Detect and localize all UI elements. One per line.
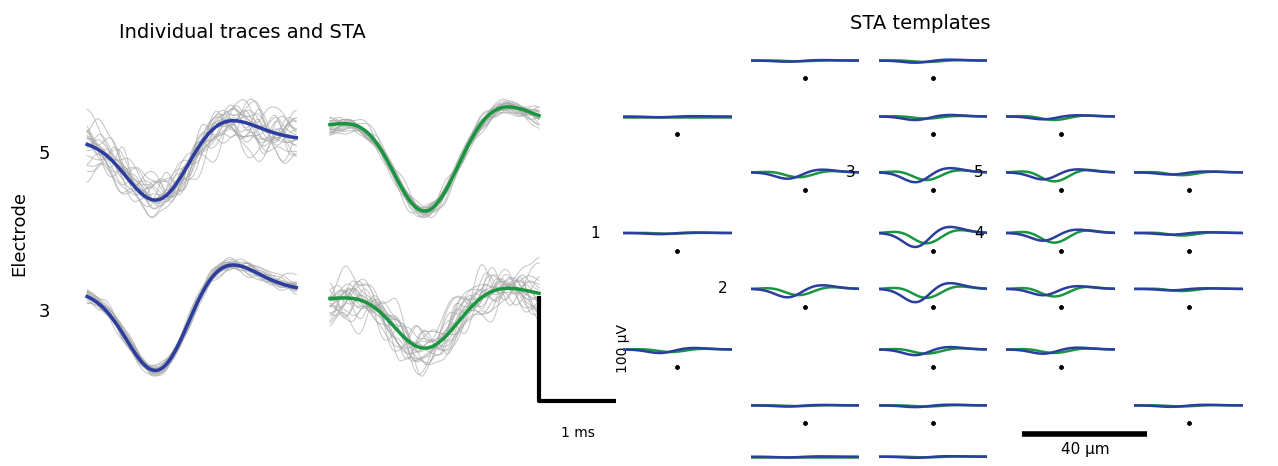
Text: Electrode: Electrode	[10, 191, 28, 275]
Text: STA templates: STA templates	[850, 14, 990, 33]
Text: Individual traces and STA: Individual traces and STA	[119, 23, 367, 42]
Text: 1: 1	[590, 226, 601, 240]
Text: 5: 5	[974, 165, 984, 180]
Text: 40 μm: 40 μm	[1061, 442, 1111, 457]
Text: 2: 2	[718, 281, 728, 296]
Text: 3: 3	[846, 165, 856, 180]
Text: 5: 5	[40, 145, 50, 163]
Text: 3: 3	[40, 303, 50, 321]
Text: 100 μV: 100 μV	[616, 324, 630, 373]
Text: 4: 4	[974, 226, 984, 240]
Text: 1 ms: 1 ms	[561, 426, 594, 440]
